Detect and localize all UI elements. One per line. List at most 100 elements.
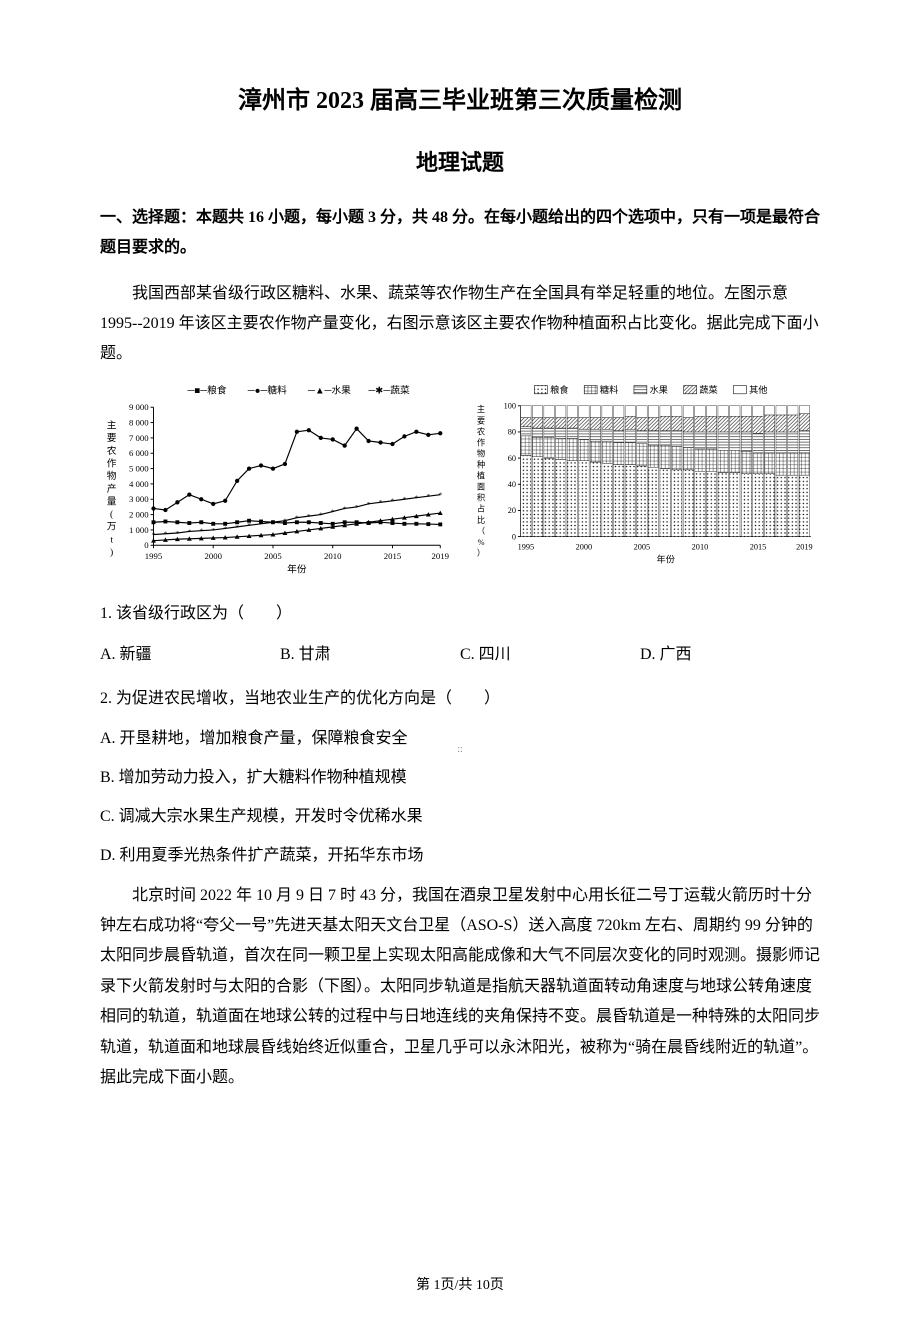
- svg-text:万: 万: [107, 521, 117, 532]
- svg-text:物: 物: [477, 448, 485, 458]
- svg-text:*: *: [271, 518, 275, 527]
- svg-text:5 000: 5 000: [129, 463, 149, 473]
- svg-text:积: 积: [477, 492, 485, 502]
- svg-text:*: *: [259, 519, 263, 528]
- svg-text:60: 60: [508, 454, 516, 463]
- svg-text:年份: 年份: [657, 553, 675, 564]
- svg-text:2 000: 2 000: [129, 509, 149, 519]
- svg-text:种: 种: [477, 459, 485, 469]
- svg-text:─✱─蔬菜: ─✱─蔬菜: [367, 384, 410, 396]
- svg-text:2000: 2000: [576, 542, 593, 551]
- svg-text:*: *: [295, 513, 299, 522]
- svg-text:*: *: [152, 530, 156, 539]
- svg-text:1 000: 1 000: [129, 525, 149, 535]
- svg-text:*: *: [355, 503, 359, 512]
- svg-text:80: 80: [508, 427, 516, 436]
- svg-text:100: 100: [504, 401, 516, 410]
- svg-text:0: 0: [144, 540, 149, 550]
- svg-text:20: 20: [508, 506, 516, 515]
- svg-text:要: 要: [477, 416, 485, 425]
- page-footer: 第 1页/共 10页: [100, 1273, 820, 1298]
- passage-2: 北京时间 2022 年 10 月 9 日 7 时 43 分，我国在酒泉卫星发射中…: [100, 881, 820, 1094]
- svg-text:农: 农: [107, 444, 117, 457]
- svg-text:─●─糖料: ─●─糖料: [247, 383, 287, 396]
- svg-text:年份: 年份: [287, 562, 307, 574]
- q2-opt-c: C. 调减大宗水果生产规模，开发时令优稀水果: [100, 803, 820, 832]
- svg-text:*: *: [283, 516, 287, 525]
- svg-text:─■─粮食: ─■─粮食: [187, 383, 227, 396]
- svg-text:*: *: [211, 526, 215, 535]
- svg-text:*: *: [199, 526, 203, 535]
- svg-text:40: 40: [508, 480, 516, 489]
- svg-text:*: *: [391, 496, 395, 505]
- svg-text:2000: 2000: [204, 551, 222, 561]
- svg-text:农: 农: [477, 426, 485, 436]
- svg-text:*: *: [235, 523, 239, 532]
- q1-opt-a: A. 新疆: [100, 641, 280, 670]
- svg-text:（: （: [477, 527, 485, 536]
- svg-text:1995: 1995: [518, 542, 535, 551]
- center-marker: ::: [457, 741, 463, 759]
- svg-text:): ): [110, 547, 113, 558]
- svg-text:*: *: [307, 512, 311, 521]
- svg-text:*: *: [343, 504, 347, 513]
- svg-text:*: *: [319, 510, 323, 519]
- svg-text:2015: 2015: [750, 542, 767, 551]
- section-1-header: 一、选择题：本题共 16 小题，每小题 3 分，共 48 分。在每小题给出的四个…: [100, 203, 820, 264]
- svg-text:比: 比: [477, 514, 485, 524]
- svg-text:2010: 2010: [324, 551, 342, 561]
- svg-text:蔬菜: 蔬菜: [699, 384, 717, 395]
- svg-text:*: *: [402, 495, 406, 504]
- svg-text:糖料: 糖料: [600, 384, 618, 395]
- svg-text:*: *: [187, 527, 191, 536]
- svg-text:*: *: [331, 507, 335, 516]
- svg-text:%: %: [478, 538, 485, 547]
- svg-text:要: 要: [107, 432, 117, 444]
- svg-text:主: 主: [107, 419, 117, 431]
- svg-text:*: *: [379, 498, 383, 507]
- svg-text:2015: 2015: [384, 551, 402, 561]
- question-1-stem: 1. 该省级行政区为（ ）: [100, 600, 820, 629]
- q1-opt-c: C. 四川: [460, 641, 640, 670]
- svg-text:*: *: [438, 490, 442, 499]
- svg-text:9 000: 9 000: [129, 402, 149, 412]
- svg-text:2010: 2010: [692, 542, 709, 551]
- q1-opt-b: B. 甘肃: [280, 641, 460, 670]
- svg-text:占: 占: [477, 503, 485, 513]
- svg-text:*: *: [175, 529, 179, 538]
- svg-text:2019: 2019: [432, 551, 450, 561]
- svg-text:1995: 1995: [145, 551, 163, 561]
- q2-opt-d: D. 利用夏季光热条件扩产蔬菜，开拓华东市场: [100, 842, 820, 871]
- svg-text:*: *: [223, 524, 227, 533]
- question-2-stem: 2. 为促进农民增收，当地农业生产的优化方向是（ ）: [100, 685, 820, 714]
- passage-1: 我国西部某省级行政区糖料、水果、蔬菜等农作物生产在全国具有举足轻重的地位。左图示…: [100, 279, 820, 370]
- svg-text:*: *: [367, 500, 371, 509]
- svg-text:其他: 其他: [749, 384, 767, 395]
- line-chart-svg: ─■─粮食─●─糖料─▲─水果─✱─蔬菜01 0002 0003 0004 00…: [100, 380, 450, 574]
- svg-text:2005: 2005: [634, 542, 651, 551]
- svg-text:*: *: [426, 492, 430, 501]
- svg-text:6 000: 6 000: [129, 448, 149, 458]
- svg-text:主: 主: [477, 404, 485, 414]
- svg-text:2019: 2019: [796, 542, 813, 551]
- svg-text:*: *: [247, 521, 251, 530]
- svg-text:7 000: 7 000: [129, 433, 149, 443]
- question-1-options: A. 新疆 B. 甘肃 C. 四川 D. 广西: [100, 641, 820, 670]
- svg-text:面: 面: [477, 482, 485, 491]
- svg-text:0: 0: [512, 532, 516, 541]
- svg-text:8 000: 8 000: [129, 417, 149, 427]
- svg-text:量: 量: [107, 495, 117, 507]
- svg-text:3 000: 3 000: [129, 494, 149, 504]
- svg-text:─▲─水果: ─▲─水果: [307, 384, 351, 396]
- chart-left: ─■─粮食─●─糖料─▲─水果─✱─蔬菜01 0002 0003 0004 00…: [100, 380, 450, 585]
- svg-text:作: 作: [107, 457, 117, 469]
- svg-text:物: 物: [107, 469, 117, 482]
- svg-text:粮食: 粮食: [550, 384, 568, 395]
- svg-text:*: *: [414, 493, 418, 502]
- svg-text:2005: 2005: [264, 551, 282, 561]
- svg-text:(: (: [110, 509, 113, 520]
- svg-text:水果: 水果: [650, 384, 668, 395]
- svg-text:产: 产: [107, 482, 117, 495]
- q1-opt-d: D. 广西: [640, 641, 820, 670]
- svg-text:）: ）: [477, 549, 485, 558]
